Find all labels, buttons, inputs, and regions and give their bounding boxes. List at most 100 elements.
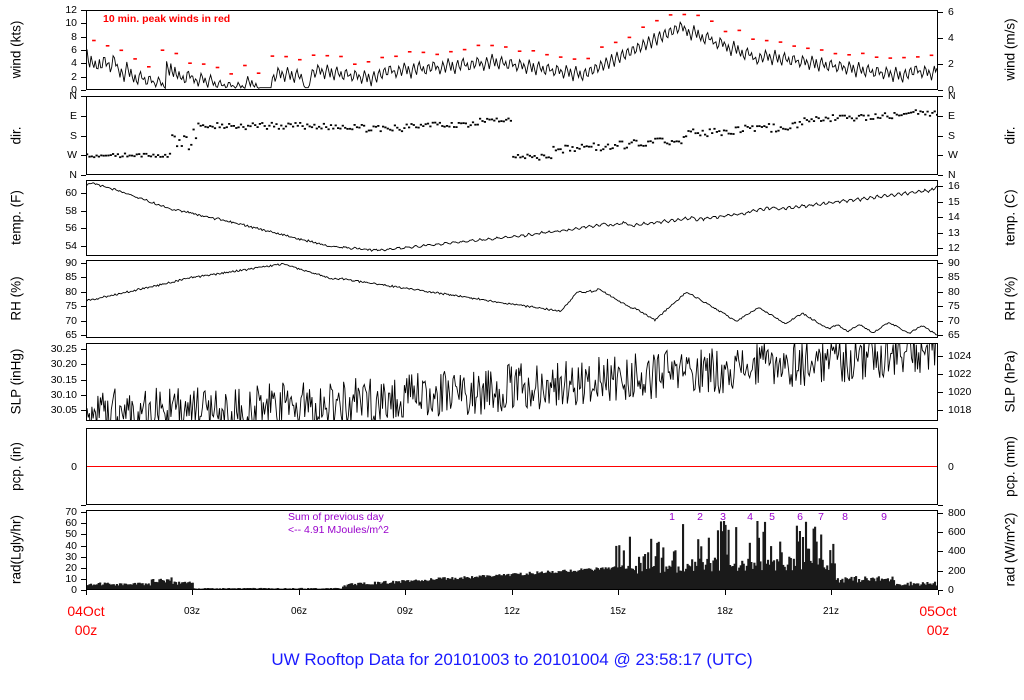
- ytickmark-direction-r-2: [938, 135, 943, 137]
- ytickmark-temperature-r-2: [938, 217, 943, 219]
- ytick-humidity-r-4: 85: [948, 271, 960, 284]
- xtickmark-4: [512, 590, 513, 595]
- ytickmark-direction-r-3: [938, 115, 943, 117]
- radiation-sum-value: <-- 4.91 MJoules/m^2: [288, 524, 389, 536]
- ytickmark-temperature-l-1: [81, 228, 86, 230]
- ytickmark-wind-r-2: [938, 38, 943, 40]
- ytickmark-humidity-l-1: [81, 320, 86, 322]
- ytick-direction-r-3: E: [948, 109, 956, 122]
- ytick-humidity-l-0: 65: [65, 329, 77, 342]
- ytickmark-radiation-l-4: [81, 545, 86, 547]
- series-temperature: [87, 182, 937, 252]
- series-radiation: [87, 521, 937, 589]
- xtick-12z: 12z: [503, 606, 521, 617]
- ytickmark-radiation-l-5: [81, 534, 86, 536]
- ytick-pressure-r-2: 1022: [948, 367, 972, 380]
- ytickmark-precipitation-r-0: [938, 505, 943, 506]
- ytickmark-radiation-l-0: [81, 590, 86, 591]
- rad-cumulative-marker-7: 7: [818, 511, 824, 523]
- xtickmark-6: [725, 590, 726, 595]
- ytick-pressure-l-4: 30.25: [50, 343, 77, 356]
- ytickmark-pressure-l-1: [81, 395, 86, 396]
- ytickmark-wind-l-0: [81, 90, 86, 91]
- ytick-pressure-l-2: 30.15: [50, 373, 77, 386]
- ytickmark-humidity-l-4: [81, 277, 86, 279]
- ytickmark-radiation-l-7: [81, 512, 86, 514]
- radiation-sum-note: Sum of previous day: [288, 511, 384, 523]
- panel-direction: [86, 96, 938, 175]
- xtick-04Oct: 04Oct: [67, 603, 105, 619]
- ytick-pressure-l-1: 30.10: [50, 389, 77, 401]
- ytickmark-pressure-l-4: [81, 349, 86, 351]
- xtick-21z: 21z: [822, 606, 840, 617]
- ytickmark-wind-l-6: [81, 10, 86, 11]
- ytick-temperature-l-0: 54: [65, 239, 77, 252]
- ytick-pressure-r-3: 1024: [948, 349, 972, 362]
- ytick-wind-l-2: 4: [71, 57, 77, 70]
- ytick-pressure-r-0: 1018: [948, 404, 972, 417]
- ytick-direction-l-2: S: [69, 129, 77, 142]
- ytick-wind-r-2: 4: [948, 32, 954, 45]
- ytick-temperature-r-3: 15: [948, 195, 960, 208]
- ytickmark-humidity-r-3: [938, 291, 943, 293]
- xtickmark-3: [405, 590, 406, 595]
- ytick-radiation-l-4: 40: [65, 539, 77, 552]
- chart-title: UW Rooftop Data for 20101003 to 20101004…: [271, 650, 753, 669]
- series-wind: [87, 13, 937, 89]
- ytickmark-wind-l-4: [81, 36, 86, 38]
- panel-temperature: [86, 180, 938, 256]
- ytick-radiation-l-0: 0: [71, 584, 77, 596]
- ytickmark-temperature-r-4: [938, 186, 943, 188]
- ytickmark-pressure-l-3: [81, 364, 86, 366]
- ytickmark-precipitation-l-0: [81, 505, 86, 506]
- ytickmark-pressure-l-2: [81, 379, 86, 381]
- series-humidity: [87, 263, 937, 336]
- ytick-humidity-r-3: 80: [948, 285, 960, 298]
- ytickmark-wind-l-2: [81, 63, 86, 65]
- ytickmark-direction-r-0: [938, 175, 943, 176]
- ytick-direction-r-2: S: [948, 129, 956, 142]
- ytick-temperature-r-1: 13: [948, 226, 960, 239]
- xtick-06z: 06z: [290, 606, 308, 617]
- ytickmark-humidity-r-5: [938, 262, 943, 264]
- ytick-humidity-r-1: 70: [948, 314, 960, 327]
- ytickmark-temperature-r-3: [938, 201, 943, 203]
- ytick-wind-l-1: 2: [71, 70, 77, 83]
- xtick-15z: 15z: [609, 606, 627, 617]
- ytick-radiation-l-6: 60: [65, 517, 77, 530]
- ytick-temperature-l-1: 56: [65, 222, 77, 235]
- ytickmark-temperature-l-0: [81, 245, 86, 247]
- series-direction: [87, 109, 937, 161]
- ytickmark-radiation-l-6: [81, 523, 86, 525]
- series-pressure: [87, 344, 936, 420]
- ytickmark-pressure-r-0: [938, 410, 943, 412]
- ytick-radiation-l-2: 20: [65, 561, 77, 574]
- ytickmark-pressure-r-2: [938, 373, 943, 375]
- ytickmark-pressure-l-0: [81, 410, 86, 412]
- ytickmark-humidity-l-0: [81, 335, 86, 337]
- wind-peak-note: 10 min. peak winds in red: [103, 13, 231, 25]
- ytick-temperature-l-2: 58: [65, 204, 77, 217]
- ytick-direction-l-1: W: [67, 149, 77, 162]
- series-precipitation: [87, 466, 937, 467]
- ytickmark-radiation-r-1: [938, 570, 943, 572]
- ytickmark-humidity-r-0: [938, 335, 943, 337]
- rad-cumulative-marker-2: 2: [697, 511, 703, 523]
- ytick-humidity-r-0: 65: [948, 329, 960, 342]
- ytick-precipitation-r-0: 0: [948, 460, 954, 473]
- ytick-radiation-r-4: 800: [948, 506, 966, 519]
- ytick-temperature-l-3: 60: [65, 187, 77, 200]
- ytick-wind-r-1: 2: [948, 58, 954, 71]
- ytickmark-direction-l-4: [81, 96, 86, 97]
- ytick-humidity-l-1: 70: [65, 314, 77, 327]
- ytick-precipitation-l-0: 0: [71, 460, 77, 473]
- ytickmark-direction-l-0: [81, 175, 86, 176]
- xtickmark-0: [86, 590, 87, 595]
- ytickmark-radiation-l-1: [81, 578, 86, 580]
- ytickmark-direction-r-1: [938, 155, 943, 157]
- rad-cumulative-marker-1: 1: [669, 511, 675, 523]
- ytickmark-radiation-r-3: [938, 532, 943, 534]
- xtick-sub-00z-0: 00z: [74, 622, 98, 638]
- ytickmark-direction-l-1: [81, 155, 86, 157]
